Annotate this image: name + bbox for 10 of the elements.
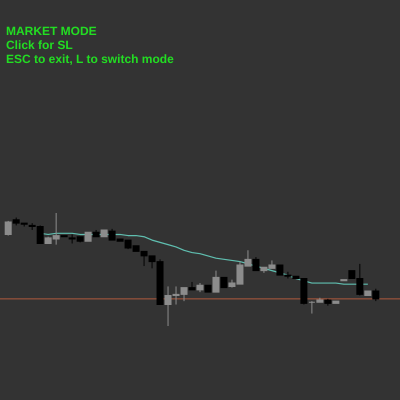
candlestick xyxy=(4,220,12,236)
candlestick xyxy=(196,282,204,293)
text: Click for SL xyxy=(6,38,73,52)
text: MARKET MODE xyxy=(6,24,97,38)
text: ESC to exit, L to switch mode xyxy=(6,52,174,66)
candlestick xyxy=(212,270,220,293)
candlestick xyxy=(252,256,260,272)
candlestick xyxy=(220,276,228,288)
candlestick xyxy=(372,288,380,302)
candlestick xyxy=(84,232,92,242)
